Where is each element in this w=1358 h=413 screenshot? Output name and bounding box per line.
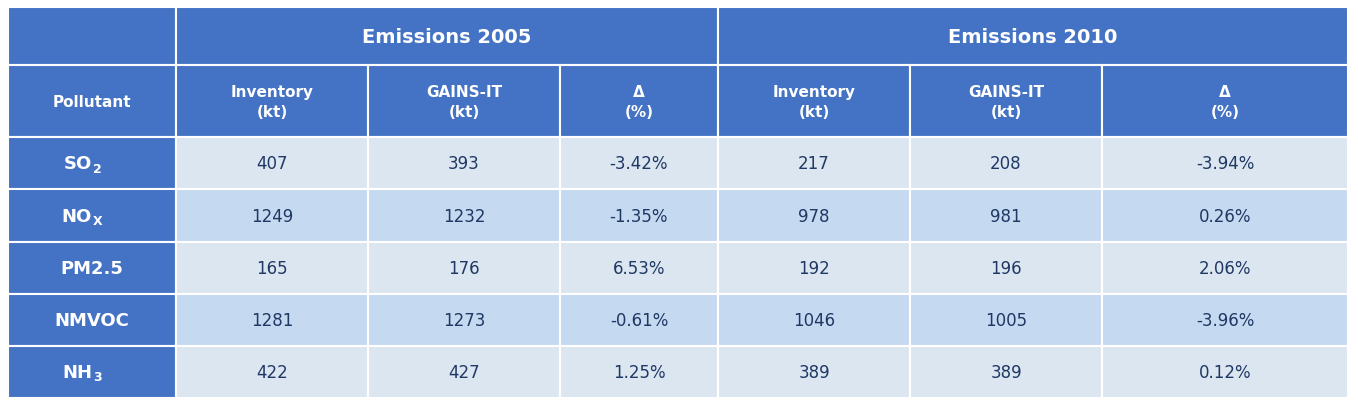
Text: 1249: 1249 <box>251 207 293 225</box>
Bar <box>177 138 368 190</box>
Bar <box>1101 242 1348 294</box>
Bar <box>718 294 910 346</box>
Text: 165: 165 <box>257 259 288 277</box>
Bar <box>368 346 559 398</box>
Bar <box>1101 294 1348 346</box>
Bar <box>1101 66 1348 138</box>
Bar <box>177 242 368 294</box>
Bar <box>8 294 177 346</box>
Bar <box>368 66 559 138</box>
Text: Inventory
(kt): Inventory (kt) <box>231 85 314 119</box>
Bar <box>718 138 910 190</box>
Text: SO: SO <box>64 155 92 173</box>
Bar <box>718 346 910 398</box>
Bar <box>559 346 718 398</box>
Text: 208: 208 <box>990 155 1021 173</box>
Text: 1281: 1281 <box>251 311 293 329</box>
Bar <box>559 138 718 190</box>
Text: 1005: 1005 <box>985 311 1027 329</box>
Bar <box>910 66 1101 138</box>
Bar <box>718 242 910 294</box>
Bar <box>1101 346 1348 398</box>
Bar <box>559 294 718 346</box>
Bar <box>8 66 177 138</box>
Bar <box>910 346 1101 398</box>
Bar <box>559 242 718 294</box>
Text: 0.12%: 0.12% <box>1199 363 1251 381</box>
Text: Pollutant: Pollutant <box>53 95 132 109</box>
Text: 176: 176 <box>448 259 479 277</box>
Text: PM2.5: PM2.5 <box>61 259 124 277</box>
Text: 1273: 1273 <box>443 311 485 329</box>
Text: NO: NO <box>61 207 92 225</box>
Bar <box>910 242 1101 294</box>
Bar <box>559 66 718 138</box>
Bar <box>8 346 177 398</box>
Text: 422: 422 <box>257 363 288 381</box>
Text: 196: 196 <box>990 259 1021 277</box>
Text: -0.61%: -0.61% <box>610 311 668 329</box>
Text: 981: 981 <box>990 207 1021 225</box>
Bar <box>910 138 1101 190</box>
Text: GAINS-IT
(kt): GAINS-IT (kt) <box>426 85 502 119</box>
Bar <box>8 8 177 66</box>
Bar <box>368 138 559 190</box>
Text: 407: 407 <box>257 155 288 173</box>
Text: 192: 192 <box>799 259 830 277</box>
Bar <box>177 8 718 66</box>
Bar <box>8 242 177 294</box>
Text: 2.06%: 2.06% <box>1199 259 1251 277</box>
Text: Δ
(%): Δ (%) <box>625 85 653 119</box>
Text: 6.53%: 6.53% <box>612 259 665 277</box>
Text: 2: 2 <box>92 163 102 176</box>
Bar <box>718 190 910 242</box>
Text: NMVOC: NMVOC <box>54 311 129 329</box>
Text: 978: 978 <box>799 207 830 225</box>
Text: NH: NH <box>62 363 92 381</box>
Bar <box>368 242 559 294</box>
Text: Emissions 2005: Emissions 2005 <box>363 28 532 47</box>
Bar <box>559 190 718 242</box>
Bar <box>177 66 368 138</box>
Bar <box>177 190 368 242</box>
Text: 389: 389 <box>990 363 1021 381</box>
Text: 427: 427 <box>448 363 479 381</box>
Text: -3.96%: -3.96% <box>1196 311 1255 329</box>
Bar <box>718 66 910 138</box>
Bar <box>910 294 1101 346</box>
Text: 3: 3 <box>92 370 102 384</box>
Bar <box>8 138 177 190</box>
Text: -3.42%: -3.42% <box>610 155 668 173</box>
Text: GAINS-IT
(kt): GAINS-IT (kt) <box>968 85 1044 119</box>
Bar <box>910 190 1101 242</box>
Bar <box>368 190 559 242</box>
Bar <box>1101 190 1348 242</box>
Text: 0.26%: 0.26% <box>1199 207 1251 225</box>
Text: 1232: 1232 <box>443 207 485 225</box>
Text: Emissions 2010: Emissions 2010 <box>948 28 1118 47</box>
Text: 389: 389 <box>799 363 830 381</box>
Text: 217: 217 <box>799 155 830 173</box>
Text: 1.25%: 1.25% <box>612 363 665 381</box>
Bar <box>1101 138 1348 190</box>
Bar <box>177 294 368 346</box>
Text: -3.94%: -3.94% <box>1196 155 1255 173</box>
Text: Inventory
(kt): Inventory (kt) <box>773 85 856 119</box>
Bar <box>8 190 177 242</box>
Text: -1.35%: -1.35% <box>610 207 668 225</box>
Bar <box>177 346 368 398</box>
Text: Δ
(%): Δ (%) <box>1210 85 1240 119</box>
Text: 393: 393 <box>448 155 479 173</box>
Bar <box>368 294 559 346</box>
Text: 1046: 1046 <box>793 311 835 329</box>
Bar <box>718 8 1348 66</box>
Text: X: X <box>92 214 103 228</box>
